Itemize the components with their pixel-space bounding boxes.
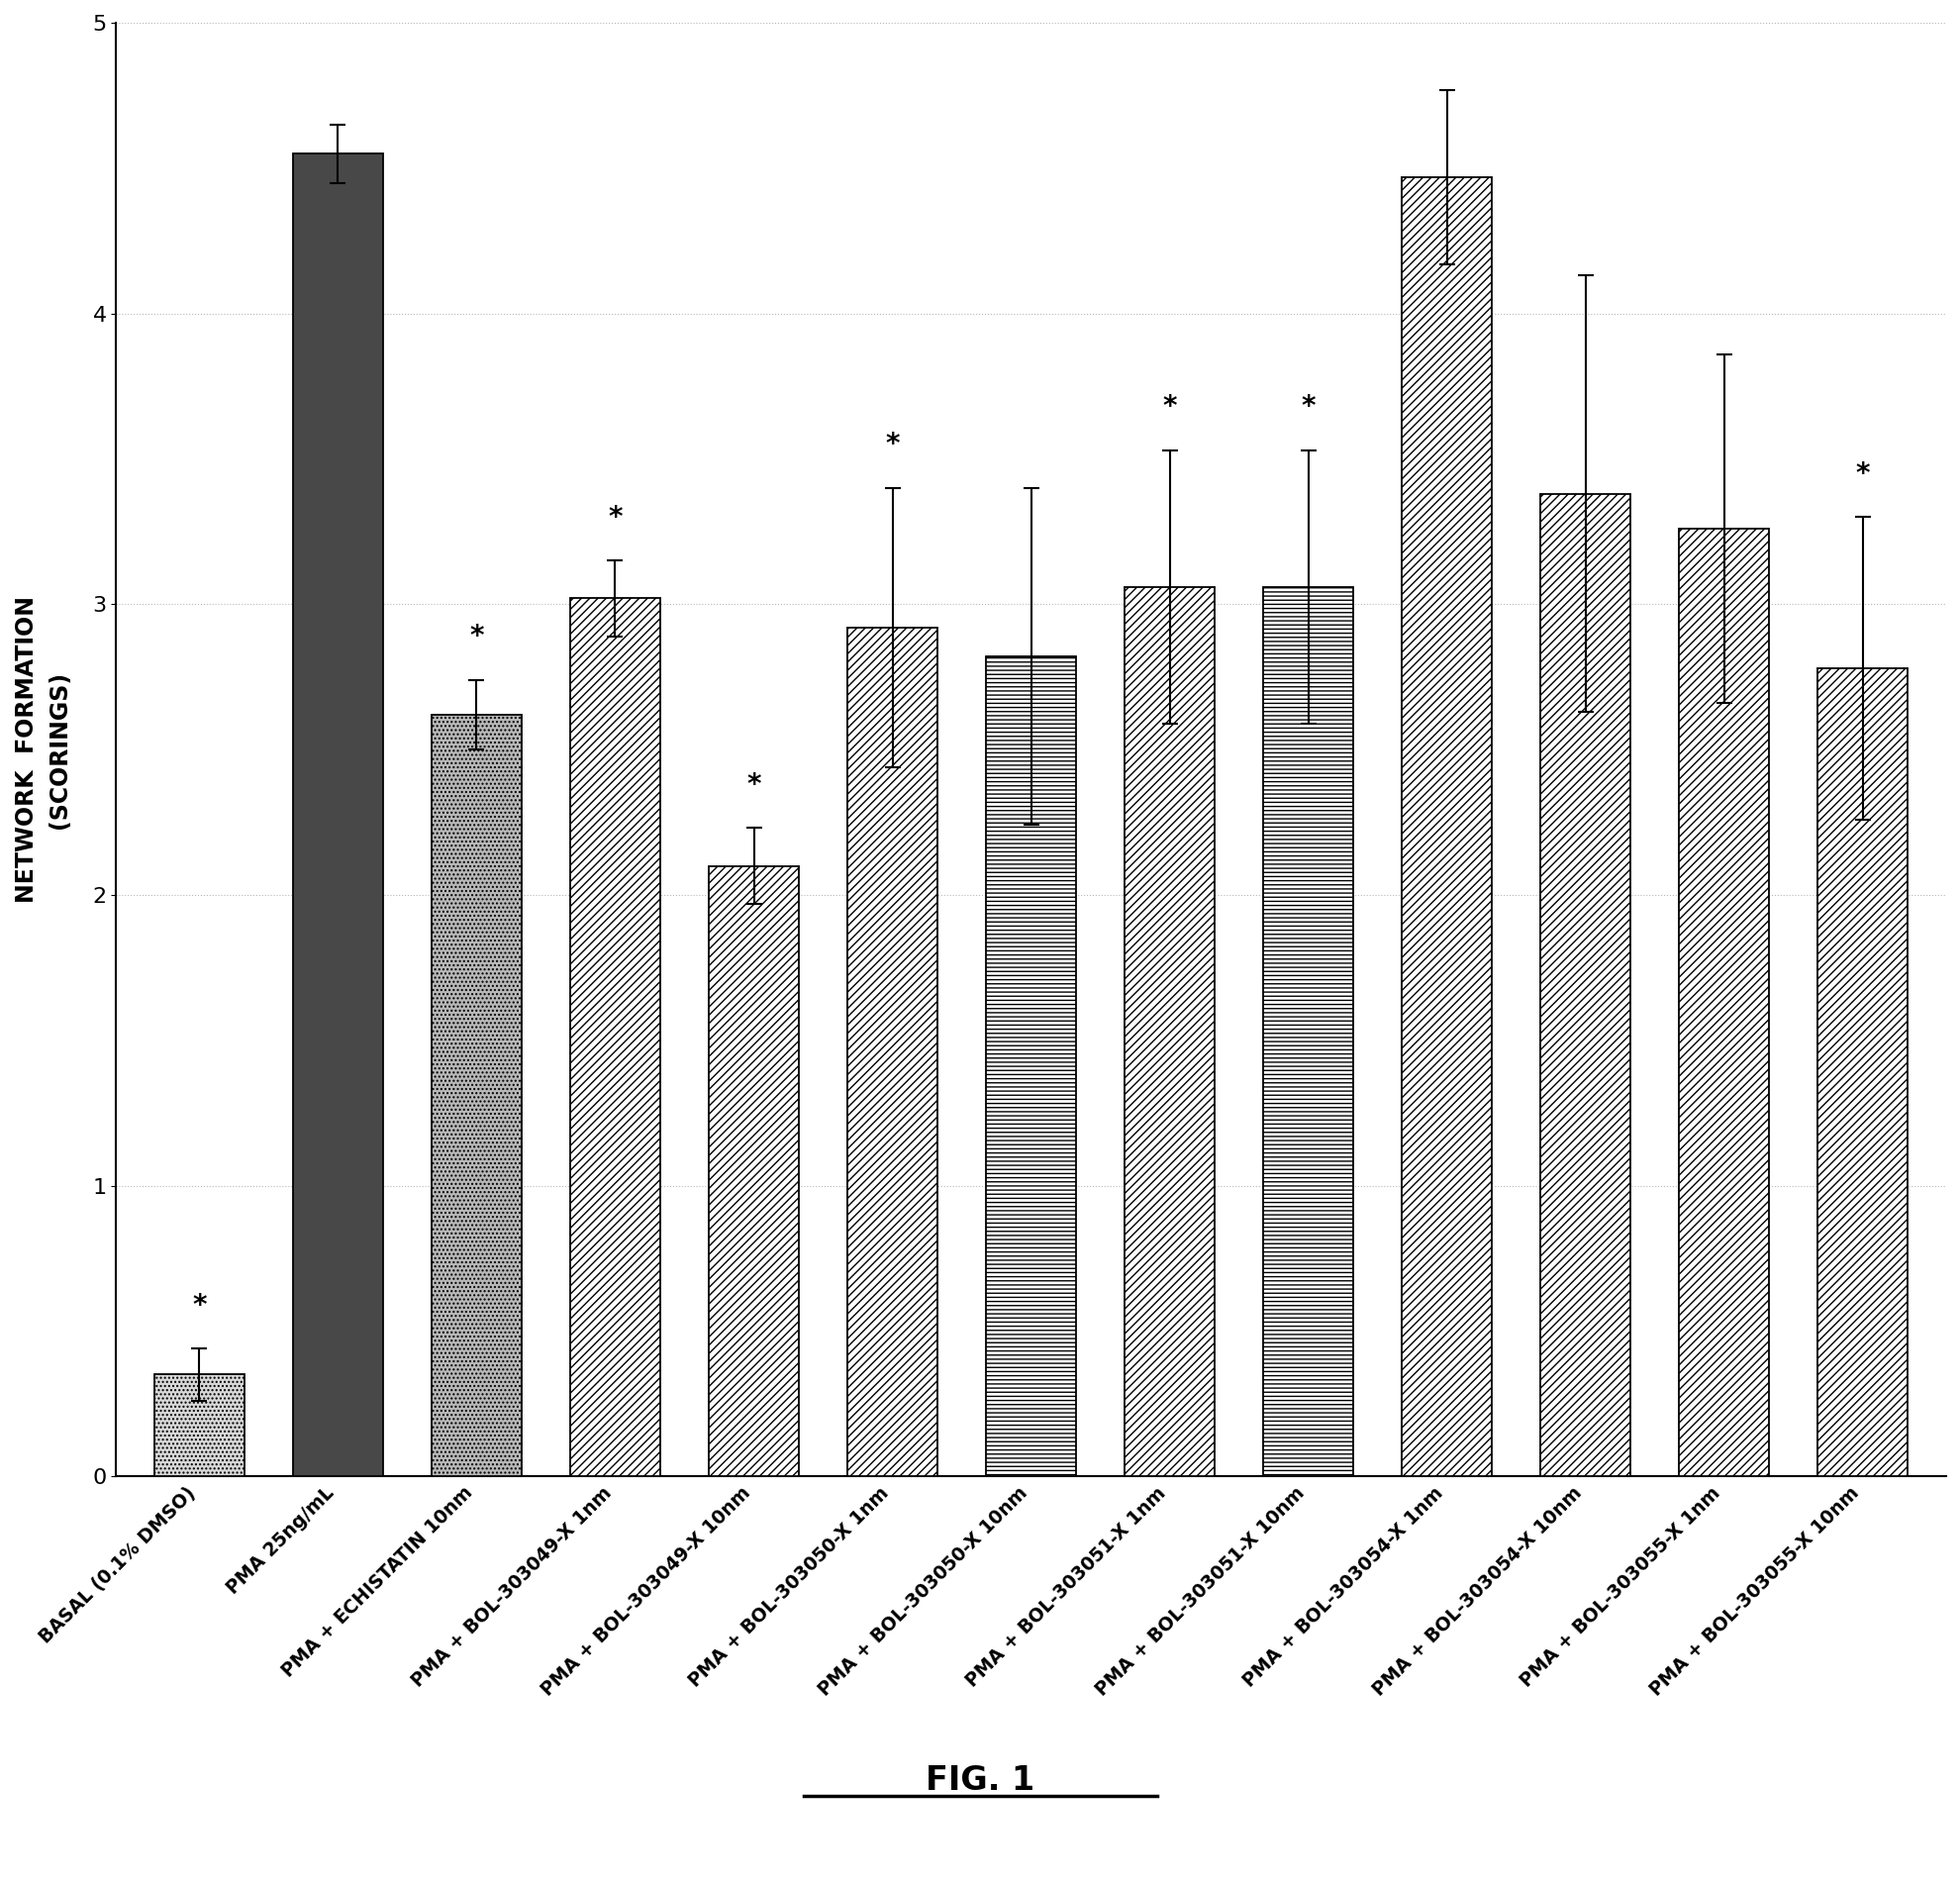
Text: *: *	[468, 624, 484, 650]
Bar	[292, 154, 382, 1477]
Bar	[708, 867, 798, 1477]
Bar	[1678, 529, 1768, 1477]
Bar	[570, 599, 661, 1477]
Y-axis label: NETWORK  FORMATION
(SCORINGS): NETWORK FORMATION (SCORINGS)	[16, 595, 73, 902]
Bar	[1541, 494, 1631, 1477]
Bar	[847, 627, 937, 1477]
Bar	[1817, 669, 1907, 1477]
Bar	[155, 1375, 245, 1477]
Text: *: *	[1162, 394, 1176, 420]
Text: *: *	[1854, 460, 1870, 488]
Bar	[1401, 177, 1492, 1477]
Text: *: *	[1301, 394, 1315, 420]
Bar	[431, 714, 521, 1477]
Text: FIG. 1: FIG. 1	[925, 1763, 1035, 1797]
Text: *: *	[608, 503, 621, 531]
Bar	[1125, 586, 1213, 1477]
Bar	[1262, 586, 1352, 1477]
Text: *: *	[192, 1292, 206, 1319]
Text: *: *	[747, 771, 760, 799]
Text: *: *	[884, 431, 900, 460]
Bar	[986, 656, 1076, 1477]
